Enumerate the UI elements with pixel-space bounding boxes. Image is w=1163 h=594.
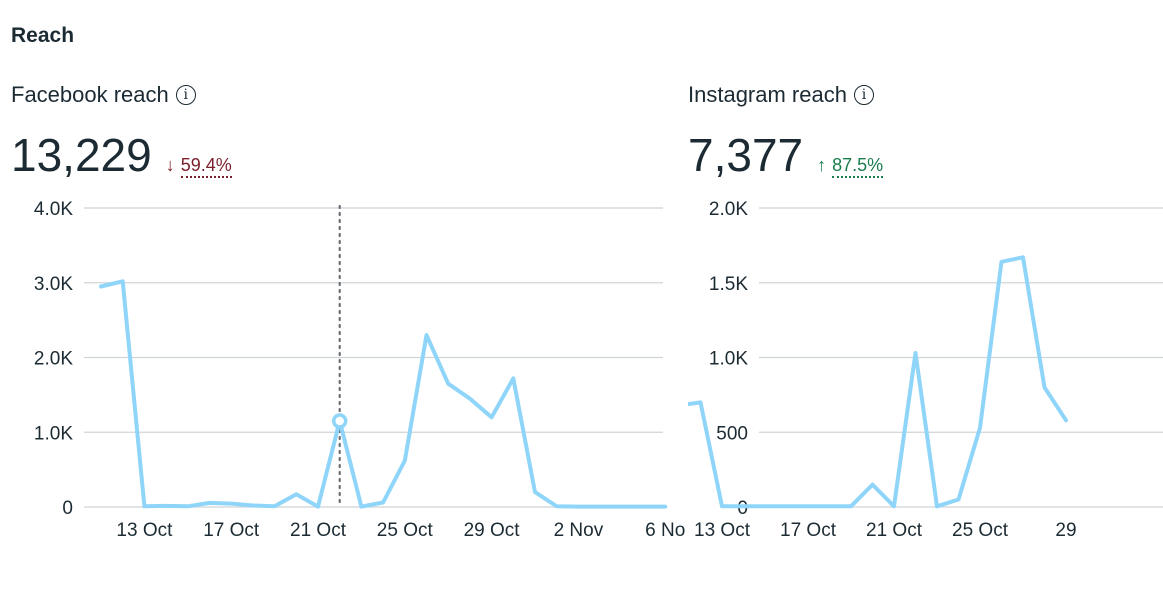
instagram-reach-value-row: 7,377 ↑ 87.5% — [688, 129, 884, 181]
facebook-x-tick-label: 2 Nov — [554, 520, 604, 541]
facebook-y-tick-label: 1.0K — [34, 423, 73, 444]
instagram-y-tick-label: 1.5K — [709, 274, 748, 295]
facebook-y-tick-label: 0 — [62, 498, 73, 519]
info-icon[interactable]: i — [853, 85, 874, 105]
section-title: Reach — [11, 24, 75, 47]
instagram-y-tick-label: 2.0K — [709, 199, 748, 220]
instagram-reach-title-row: Instagram reach i — [688, 82, 874, 108]
facebook-reach-title-row: Facebook reach i — [11, 82, 196, 108]
instagram-x-tick-label: 25 Oct — [952, 520, 1009, 541]
instagram-x-tick-label: 13 Oct — [694, 520, 751, 541]
facebook-reach-value-row: 13,229 ↓ 59.4% — [11, 130, 232, 180]
instagram-y-tick-label: 500 — [716, 423, 748, 444]
facebook-series-line — [99, 279, 668, 509]
instagram-y-tick-label: 1.0K — [709, 349, 748, 370]
instagram-series-line — [679, 257, 1066, 506]
facebook-reach-title: Facebook reach — [11, 82, 169, 107]
facebook-reach-change[interactable]: ↓ 59.4% — [166, 155, 232, 178]
facebook-x-tick-label: 17 Oct — [203, 520, 260, 541]
instagram-reach-title: Instagram reach — [688, 82, 847, 107]
facebook-y-tick-label: 4.0K — [34, 199, 73, 220]
facebook-reach-change-percent: 59.4% — [180, 155, 232, 178]
facebook-reach-value: 13,229 — [11, 129, 152, 181]
facebook-x-tick-label: 21 Oct — [290, 520, 347, 541]
instagram-x-tick-label: 17 Oct — [780, 520, 837, 541]
instagram-reach-chart[interactable]: 0 500 1.0K 1.5K 2.0K 13 Oct 17 Oct 21 Oct 25 Oct… — [688, 78, 1163, 578]
arrow-up-icon: ↑ — [817, 155, 827, 175]
arrow-down-icon: ↓ — [165, 155, 175, 175]
facebook-x-tick-label: 25 Oct — [377, 520, 434, 541]
facebook-reach-chart[interactable]: 0 1.0K 2.0K 3.0K 4.0K 13 Oct 17 Oct 21 Oct 25 Oc… — [11, 78, 685, 578]
instagram-reach-change[interactable]: ↑ 87.5% — [817, 155, 884, 178]
instagram-reach-panel: Instagram reach i 7,377 ↑ 87.5% 0 500 1.0K… — [688, 78, 1163, 578]
instagram-x-tick-label: 21 Oct — [866, 520, 923, 541]
facebook-highlight-point — [331, 413, 348, 429]
instagram-y-tick-label: 0 — [737, 498, 748, 519]
facebook-y-tick-label: 3.0K — [34, 274, 73, 295]
facebook-y-tick-label: 2.0K — [34, 349, 73, 370]
instagram-gridlines: 0 500 1.0K 1.5K 2.0K — [709, 199, 1163, 519]
facebook-reach-panel: Facebook reach i 13,229 ↓ 59.4% 0 1.0K 2.0… — [11, 78, 685, 578]
instagram-reach-change-percent: 87.5% — [832, 155, 884, 178]
facebook-x-tick-label: 13 Oct — [116, 520, 173, 541]
facebook-x-tick-label: 6 No — [645, 520, 685, 541]
instagram-x-tick-label: 29 — [1055, 520, 1076, 541]
info-icon[interactable]: i — [175, 85, 196, 105]
facebook-x-tick-label: 29 Oct — [464, 520, 521, 541]
instagram-reach-value: 7,377 — [688, 129, 804, 181]
